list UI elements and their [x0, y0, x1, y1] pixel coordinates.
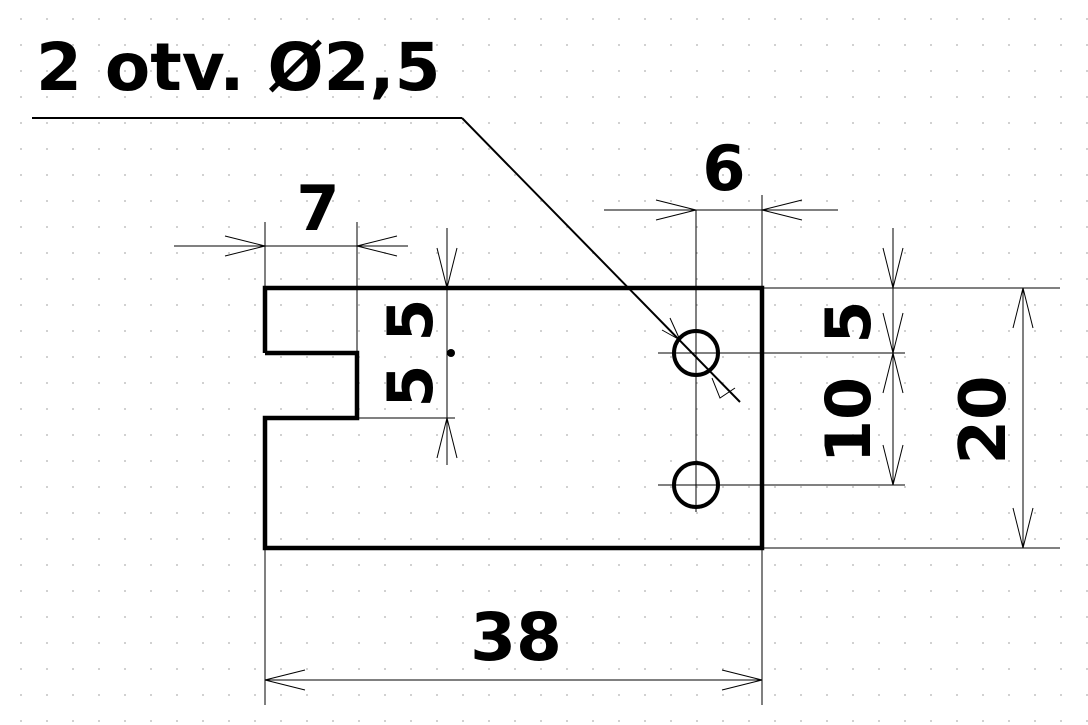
dim-label-slot-lower: 5 — [374, 364, 447, 407]
dim-label-right-5: 5 — [812, 300, 885, 343]
dim-label-20: 20 — [947, 375, 1021, 464]
arrow-38-right — [721, 669, 763, 691]
arrow-right-5-top — [882, 247, 904, 289]
dim-label-7: 7 — [296, 172, 339, 245]
arrow-38-left — [264, 669, 306, 691]
hole-note-label: 2 otv. Ø2,5 — [36, 29, 441, 106]
arrow-6-right — [761, 199, 803, 221]
arrow-right-10-bottom — [882, 444, 904, 486]
dim-label-6: 6 — [702, 132, 745, 205]
arrow-7-left — [224, 235, 266, 257]
arrow-7-right — [356, 235, 398, 257]
reference-dot — [447, 349, 455, 357]
arrow-6-left — [655, 199, 697, 221]
arrow-20-bottom — [1012, 507, 1034, 549]
leader-arrow — [661, 317, 682, 342]
dim-label-38: 38 — [470, 599, 562, 676]
arrow-slot-top — [436, 247, 458, 289]
dim-label-right-10: 10 — [812, 377, 885, 463]
arrow-20-top — [1012, 287, 1034, 329]
leader-arrow-tail — [711, 377, 736, 399]
leader-line — [461, 117, 741, 403]
part-outline — [262, 285, 765, 551]
arrow-right-10-top — [882, 352, 904, 394]
dim-label-slot-upper: 5 — [374, 298, 447, 341]
arrow-slot-bottom — [436, 417, 458, 459]
